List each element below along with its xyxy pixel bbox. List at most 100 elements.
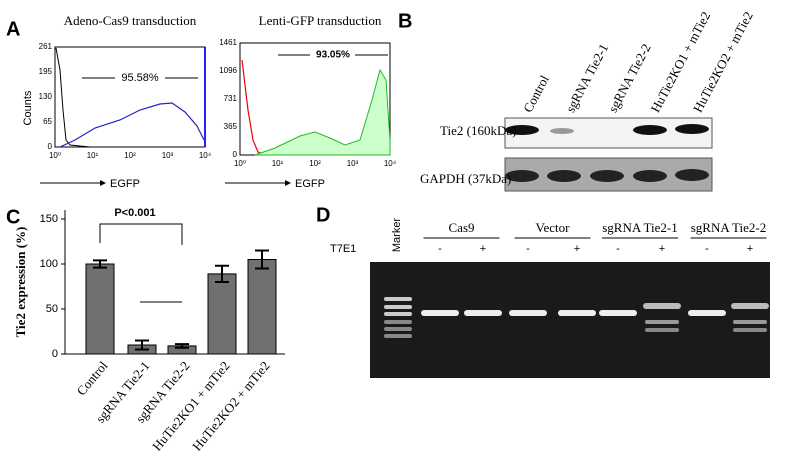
ladder-band xyxy=(384,305,412,309)
band xyxy=(645,320,679,324)
sign: - xyxy=(616,243,620,255)
y-tick-label: 1096 xyxy=(219,66,237,75)
y-tick-label: 1461 xyxy=(219,38,237,47)
panel-label: A xyxy=(6,18,20,40)
y-tick-label: 0 xyxy=(48,142,53,151)
y-label: Counts xyxy=(22,90,34,125)
sign: + xyxy=(574,243,580,255)
arrowhead xyxy=(100,180,106,186)
lane-label: sgRNA Tie2-2 xyxy=(605,41,654,115)
lane-label: Control xyxy=(520,72,552,114)
y-tick-label: 195 xyxy=(39,67,53,76)
egfp-curve xyxy=(254,68,391,156)
arrowhead xyxy=(285,180,291,186)
group-label: sgRNA Tie2-1 xyxy=(602,220,678,235)
band xyxy=(733,328,767,332)
flow-title: Lenti-GFP transduction xyxy=(259,13,382,28)
panel-label: B xyxy=(398,10,412,32)
band xyxy=(547,170,581,182)
band xyxy=(731,303,769,309)
error-bar xyxy=(135,339,149,351)
flow-title: Adeno-Cas9 transduction xyxy=(64,13,197,28)
panel-label: C xyxy=(6,206,20,228)
control-curve xyxy=(241,59,267,156)
x-tick-label: 10⁰ xyxy=(234,159,246,168)
band xyxy=(464,310,502,316)
x-tick-label: 10¹ xyxy=(87,151,99,160)
band xyxy=(590,170,624,182)
bar xyxy=(247,259,277,355)
panel-label: D xyxy=(316,204,330,226)
band xyxy=(675,124,709,134)
x-tick-label: Control xyxy=(74,358,111,398)
row-label: GAPDH (37kDa) xyxy=(420,171,511,186)
marker-label: Marker xyxy=(391,218,403,253)
ladder-band xyxy=(384,312,412,316)
band xyxy=(633,170,667,182)
egfp-curve xyxy=(59,102,205,148)
y-tick-label: 100 xyxy=(40,258,58,270)
bar xyxy=(85,263,115,355)
x-label: EGFP xyxy=(295,178,325,190)
band xyxy=(645,328,679,332)
y-tick-label: 731 xyxy=(224,94,238,103)
flow-frame xyxy=(54,46,206,148)
group-label: sgRNA Tie2-2 xyxy=(691,220,767,235)
sign: - xyxy=(526,243,530,255)
band xyxy=(675,169,709,181)
x-tick-label: HuTie2KO2 + mTie2 xyxy=(189,358,272,453)
ladder-band xyxy=(384,297,412,301)
band xyxy=(550,128,574,134)
error-bar xyxy=(255,249,269,270)
gate-bg xyxy=(310,48,355,62)
x-tick-label: 10³ xyxy=(162,151,174,160)
x-tick-label: 10⁰ xyxy=(49,151,61,160)
group-label: Vector xyxy=(536,220,571,235)
band xyxy=(643,303,681,309)
y-tick-label: 50 xyxy=(46,303,58,315)
lane-label: sgRNA Tie2-1 xyxy=(563,41,612,115)
gate-bg xyxy=(115,71,165,85)
annotation: P<0.001 xyxy=(114,207,155,219)
band xyxy=(733,320,767,324)
error-bar xyxy=(215,264,229,283)
x-tick-label: 10² xyxy=(124,151,136,160)
gel xyxy=(370,262,770,378)
sign: + xyxy=(480,243,486,255)
ladder-band xyxy=(384,327,412,331)
band xyxy=(599,310,637,316)
gate-label: 93.05% xyxy=(316,50,350,61)
ladder-band xyxy=(384,334,412,338)
x-tick-label: 10³ xyxy=(347,159,359,168)
band xyxy=(505,125,539,135)
y-label: Tie2 expression (%) xyxy=(13,227,28,338)
band xyxy=(505,170,539,182)
band xyxy=(688,310,726,316)
bar xyxy=(207,273,237,355)
y-tick-label: 0 xyxy=(52,348,58,360)
sign: - xyxy=(705,243,709,255)
y-tick-label: 150 xyxy=(40,213,58,225)
treatment-label: T7E1 xyxy=(330,243,356,255)
group-label: Cas9 xyxy=(449,220,475,235)
x-label: EGFP xyxy=(110,178,140,190)
band xyxy=(421,310,459,316)
band xyxy=(509,310,547,316)
significance-bracket xyxy=(99,223,183,303)
sign: + xyxy=(747,243,753,255)
blot xyxy=(504,117,713,149)
error-bar xyxy=(175,343,189,349)
y-tick-label: 261 xyxy=(39,42,53,51)
y-tick-label: 130 xyxy=(39,92,53,101)
gate-label: 95.58% xyxy=(121,72,159,84)
y-tick-label: 365 xyxy=(224,122,238,131)
row-label: Tie2 (160kDa) xyxy=(440,123,516,138)
sign: + xyxy=(659,243,665,255)
x-tick-label: 10² xyxy=(309,159,321,168)
sign: - xyxy=(438,243,442,255)
band xyxy=(633,125,667,135)
band xyxy=(558,310,596,316)
x-tick-label: 10⁴ xyxy=(199,151,212,160)
control-curve xyxy=(55,47,91,148)
x-tick-label: 10⁴ xyxy=(384,159,397,168)
